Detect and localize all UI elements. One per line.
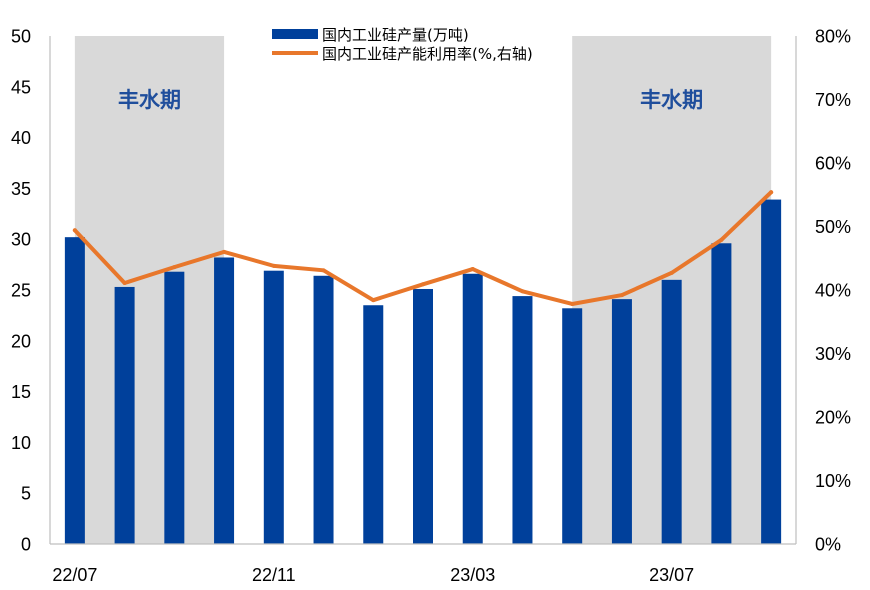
utilization-rate-point-23-02 (421, 282, 425, 287)
x-tick-label-22-07: 22/07 (52, 565, 97, 585)
left-y-tick-label-20: 20 (11, 331, 31, 351)
left-y-tick-label-40: 40 (11, 128, 31, 148)
left-y-tick-label-35: 35 (11, 179, 31, 199)
shaded-period-band-1 (74, 36, 225, 544)
legend-swatch-production (272, 29, 318, 39)
production-bar-22-08 (114, 286, 135, 544)
left-y-tick-label-15: 15 (11, 382, 31, 402)
production-bar-23-04 (512, 296, 533, 544)
production-bar-23-03 (462, 273, 483, 544)
x-tick-label-23-07: 23/07 (649, 565, 694, 585)
utilization-rate-point-23-04 (520, 289, 525, 294)
production-bar-22-11 (263, 270, 284, 544)
utilization-rate-point-22-07 (72, 228, 77, 233)
left-y-tick-label-25: 25 (11, 280, 31, 300)
legend: 国内工业硅产量(万吨) 国内工业硅产能利用率(%,右轴) (272, 26, 533, 63)
left-y-tick-label-30: 30 (11, 230, 31, 250)
utilization-rate-point-23-08 (719, 237, 724, 242)
left-y-tick-label-45: 45 (11, 77, 31, 97)
utilization-rate-point-23-09 (769, 190, 774, 195)
utilization-rate-point-22-10 (222, 249, 227, 254)
legend-label-production: 国内工业硅产量(万吨) (322, 26, 469, 44)
utilization-rate-point-22-12 (321, 268, 326, 273)
production-bar-23-06 (611, 299, 632, 544)
x-tick-label-23-03: 23/03 (450, 565, 495, 585)
utilization-rate-point-23-07 (669, 270, 674, 275)
x-axis-tick-labels: 22/07 22/11 23/03 23/07 (52, 565, 694, 585)
shaded-period-label-2: 丰水期 (640, 88, 703, 112)
right-y-tick-label-30: 30% (815, 344, 851, 364)
production-bar-22-07 (64, 237, 85, 544)
right-y-tick-label-60: 60% (815, 153, 851, 173)
utilization-rate-point-23-03 (470, 267, 475, 272)
right-y-tick-label-20: 20% (815, 407, 851, 427)
left-y-tick-label-0: 0 (21, 534, 31, 554)
right-y-tick-label-80: 80% (815, 26, 851, 46)
production-bar-23-08 (711, 243, 732, 545)
right-y-tick-label-50: 50% (815, 217, 851, 237)
left-y-tick-label-50: 50 (11, 26, 31, 46)
utilization-rate-point-23-05 (570, 301, 575, 306)
right-y-axis-tick-labels: 0% 10% 20% 30% 40% 50% 60% 70% 80% (815, 26, 851, 554)
utilization-rate-series (72, 190, 774, 306)
production-bar-23-01 (363, 305, 384, 544)
production-bar-22-12 (313, 275, 334, 544)
production-bar-22-09 (164, 271, 185, 544)
x-tick-label-22-11: 22/11 (252, 565, 296, 585)
left-y-tick-label-5: 5 (21, 484, 31, 504)
utilization-rate-point-23-01 (371, 298, 376, 303)
production-bar-22-10 (214, 257, 235, 544)
utilization-rate-point-22-11 (271, 263, 276, 268)
left-y-axis-tick-labels: 0 5 10 15 20 25 30 35 40 45 50 (11, 26, 31, 554)
production-bar-23-05 (562, 308, 583, 544)
right-y-tick-label-10: 10% (815, 471, 851, 491)
right-y-tick-label-0: 0% (815, 534, 841, 554)
right-y-tick-label-40: 40% (815, 280, 851, 300)
utilization-rate-point-22-08 (122, 281, 127, 286)
production-bar-23-09 (761, 199, 782, 545)
left-y-tick-label-10: 10 (11, 433, 31, 453)
axes (49, 36, 797, 545)
legend-label-utilization-rate: 国内工业硅产能利用率(%,右轴) (322, 45, 533, 63)
production-bars (64, 199, 782, 545)
production-bar-23-07 (661, 279, 682, 544)
shaded-periods: 丰水期 丰水期 (74, 36, 772, 544)
shaded-period-label-1: 丰水期 (118, 88, 181, 112)
production-bar-23-02 (413, 288, 433, 544)
right-y-tick-label-70: 70% (815, 90, 851, 110)
utilization-rate-point-23-06 (619, 293, 624, 298)
utilization-rate-point-22-09 (172, 265, 177, 270)
